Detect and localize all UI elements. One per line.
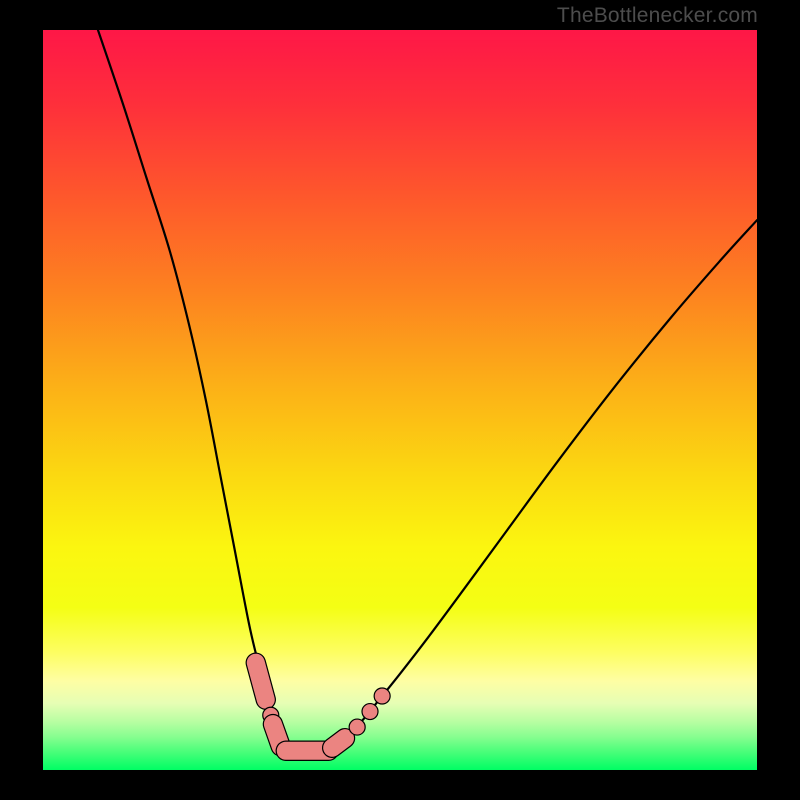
curve-left bbox=[98, 30, 286, 749]
curve-right bbox=[330, 220, 757, 749]
marker-left-sausage-0 bbox=[256, 663, 266, 700]
marker-right-dot-3 bbox=[374, 688, 390, 704]
chart-svg bbox=[43, 30, 757, 770]
plot-area bbox=[43, 30, 757, 770]
watermark-text: TheBottlenecker.com bbox=[557, 4, 758, 28]
marker-right-dot-1 bbox=[349, 719, 365, 735]
marker-right-dot-2 bbox=[362, 704, 378, 720]
marker-right-sausage-0 bbox=[332, 738, 345, 748]
